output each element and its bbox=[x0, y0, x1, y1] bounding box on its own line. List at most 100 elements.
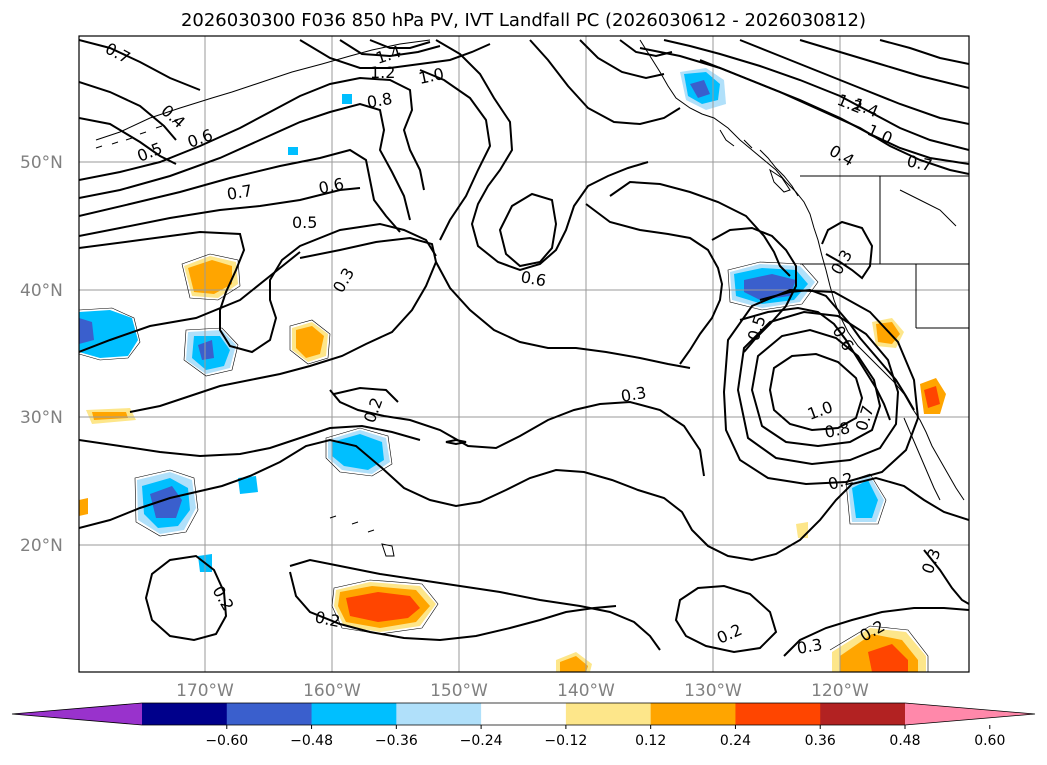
colorbar-tick-label: −0.48 bbox=[290, 733, 333, 749]
longitude-labels: 170°W 160°W 150°W 140°W 130°W 120°W bbox=[176, 681, 869, 701]
contour-0.2-right bbox=[674, 584, 778, 654]
contour-0.3-large bbox=[435, 261, 691, 369]
contour-label: 0.3 bbox=[619, 383, 647, 406]
contour-0.2-south-wavy bbox=[79, 438, 969, 562]
colorbar-extend-high bbox=[905, 703, 1035, 725]
vancouver-island bbox=[769, 168, 791, 193]
contour-top-0.5 bbox=[79, 117, 177, 165]
coastlines bbox=[95, 39, 969, 557]
latitude-labels: 50°N 40°N 30°N 20°N bbox=[20, 153, 63, 556]
colorbar-tick-label: −0.36 bbox=[375, 733, 418, 749]
colorbar: −0.60 −0.48 −0.36 −0.24 −0.12 0.12 0.24 0.36 0.4… bbox=[11, 702, 1036, 749]
contour-0.2-pacific-south bbox=[289, 558, 661, 651]
negative-anomaly-fills bbox=[79, 68, 884, 572]
contour-0.5-ridge bbox=[419, 69, 492, 241]
colorbar-outline bbox=[11, 702, 1036, 726]
contour-0.3-right bbox=[783, 607, 969, 657]
lon-label-130w: 130°W bbox=[684, 681, 742, 701]
state-borders bbox=[800, 175, 969, 329]
contour-0.4-middle bbox=[609, 180, 791, 277]
contour-0.2-ne bbox=[333, 386, 399, 403]
contour-0.3-east bbox=[585, 203, 724, 365]
contour-label: 0.7 bbox=[905, 151, 934, 175]
colorbar-segment bbox=[226, 703, 313, 725]
contour-1.0-low bbox=[768, 352, 864, 432]
lat-label-40n: 40°N bbox=[20, 281, 63, 301]
map-frame bbox=[78, 35, 970, 673]
contour-label: 1.2 bbox=[370, 63, 395, 82]
colorbar-segment bbox=[142, 703, 228, 725]
contour-north-bands-5 bbox=[79, 222, 437, 354]
contour-north-bands-1 bbox=[79, 76, 425, 191]
lat-label-20n: 20°N bbox=[20, 536, 63, 556]
lat-label-50n: 50°N bbox=[20, 153, 63, 173]
contour-north-bands-4 bbox=[79, 187, 361, 237]
colorbar-segment bbox=[311, 703, 397, 725]
baja-coast bbox=[903, 417, 941, 501]
lat-label-30n: 30°N bbox=[20, 408, 63, 428]
contour-0.4-main bbox=[529, 39, 681, 126]
bc-islands bbox=[719, 129, 799, 197]
contour-0.7-low bbox=[736, 310, 900, 466]
contour-0.3-west bbox=[129, 236, 438, 413]
contour-0.6-center bbox=[435, 39, 649, 272]
contour-0.3-south bbox=[79, 424, 421, 458]
pv-contours bbox=[79, 39, 969, 657]
alaska-peninsula-coast bbox=[95, 39, 431, 141]
contour-label: 0.3 bbox=[795, 635, 823, 658]
lon-label-170w: 170°W bbox=[176, 681, 234, 701]
contour-aleutian-low bbox=[299, 39, 491, 69]
colorbar-tick-label: 0.24 bbox=[720, 733, 751, 749]
contour-north-bands-2 bbox=[79, 102, 411, 221]
aleutian-islands bbox=[95, 119, 179, 149]
colorbar-segment bbox=[650, 703, 736, 725]
contour-label: 0.8 bbox=[823, 418, 852, 442]
contour-label: 0.6 bbox=[317, 174, 346, 198]
lat-lon-gridlines bbox=[79, 36, 969, 672]
contour-north-bands-3 bbox=[79, 148, 401, 233]
blue-core-west-edge bbox=[79, 318, 94, 344]
shading-outlines bbox=[79, 253, 929, 672]
colorbar-tick-label: −0.12 bbox=[544, 733, 587, 749]
gulf-alaska-coast bbox=[639, 39, 823, 257]
positive-anomaly-fills bbox=[79, 256, 946, 672]
contour-label: 0.2 bbox=[313, 607, 342, 631]
colorbar-tick-label: 0.36 bbox=[805, 733, 836, 749]
colorbar-tick-label: −0.24 bbox=[460, 733, 503, 749]
contour-pv-anticyclone-small bbox=[445, 438, 467, 446]
colorbar-segment bbox=[565, 703, 652, 725]
contour-0.2-south-closed bbox=[144, 554, 228, 642]
figure-title: 2026030300 F036 850 hPa PV, IVT Landfall… bbox=[180, 10, 867, 31]
colorbar-tick-label: 0.48 bbox=[889, 733, 920, 749]
colorbar-tick-label: 0.12 bbox=[635, 733, 666, 749]
colorbar-tick-label: 0.60 bbox=[974, 733, 1005, 749]
hawaii-islands bbox=[329, 515, 395, 557]
lon-label-140w: 140°W bbox=[557, 681, 615, 701]
contour-0.8-low bbox=[750, 328, 882, 448]
contour-0.6-closed bbox=[498, 192, 558, 268]
contour-top-0.4 bbox=[79, 81, 177, 141]
contour-label: 0.8 bbox=[365, 89, 393, 112]
shaded-anomalies bbox=[79, 68, 946, 672]
contour-0.6-low bbox=[722, 288, 920, 486]
lon-label-150w: 150°W bbox=[430, 681, 488, 701]
colorbar-segment bbox=[735, 703, 821, 725]
contour-label: 1.0 bbox=[417, 64, 446, 88]
contour-label: 0.7 bbox=[225, 181, 253, 204]
contour-0.3-coast-north bbox=[821, 220, 874, 280]
contour-0.2-se bbox=[289, 571, 617, 642]
contour-top-0.7 bbox=[79, 39, 201, 91]
contour-jet-north-1 bbox=[663, 39, 969, 151]
lon-label-120w: 120°W bbox=[811, 681, 869, 701]
contour-label: 0.6 bbox=[519, 267, 547, 290]
contour-0.3-coast-south bbox=[923, 549, 969, 605]
contour-0.5-east bbox=[711, 226, 797, 353]
colorbar-segment bbox=[396, 703, 482, 725]
colorbar-segment bbox=[820, 703, 906, 725]
contour-0.2-left bbox=[329, 389, 705, 477]
lon-label-160w: 160°W bbox=[303, 681, 361, 701]
contour-label: 0.5 bbox=[292, 213, 317, 232]
contour-west-midlat bbox=[79, 251, 301, 353]
colorbar-tick-label: −0.60 bbox=[205, 733, 248, 749]
